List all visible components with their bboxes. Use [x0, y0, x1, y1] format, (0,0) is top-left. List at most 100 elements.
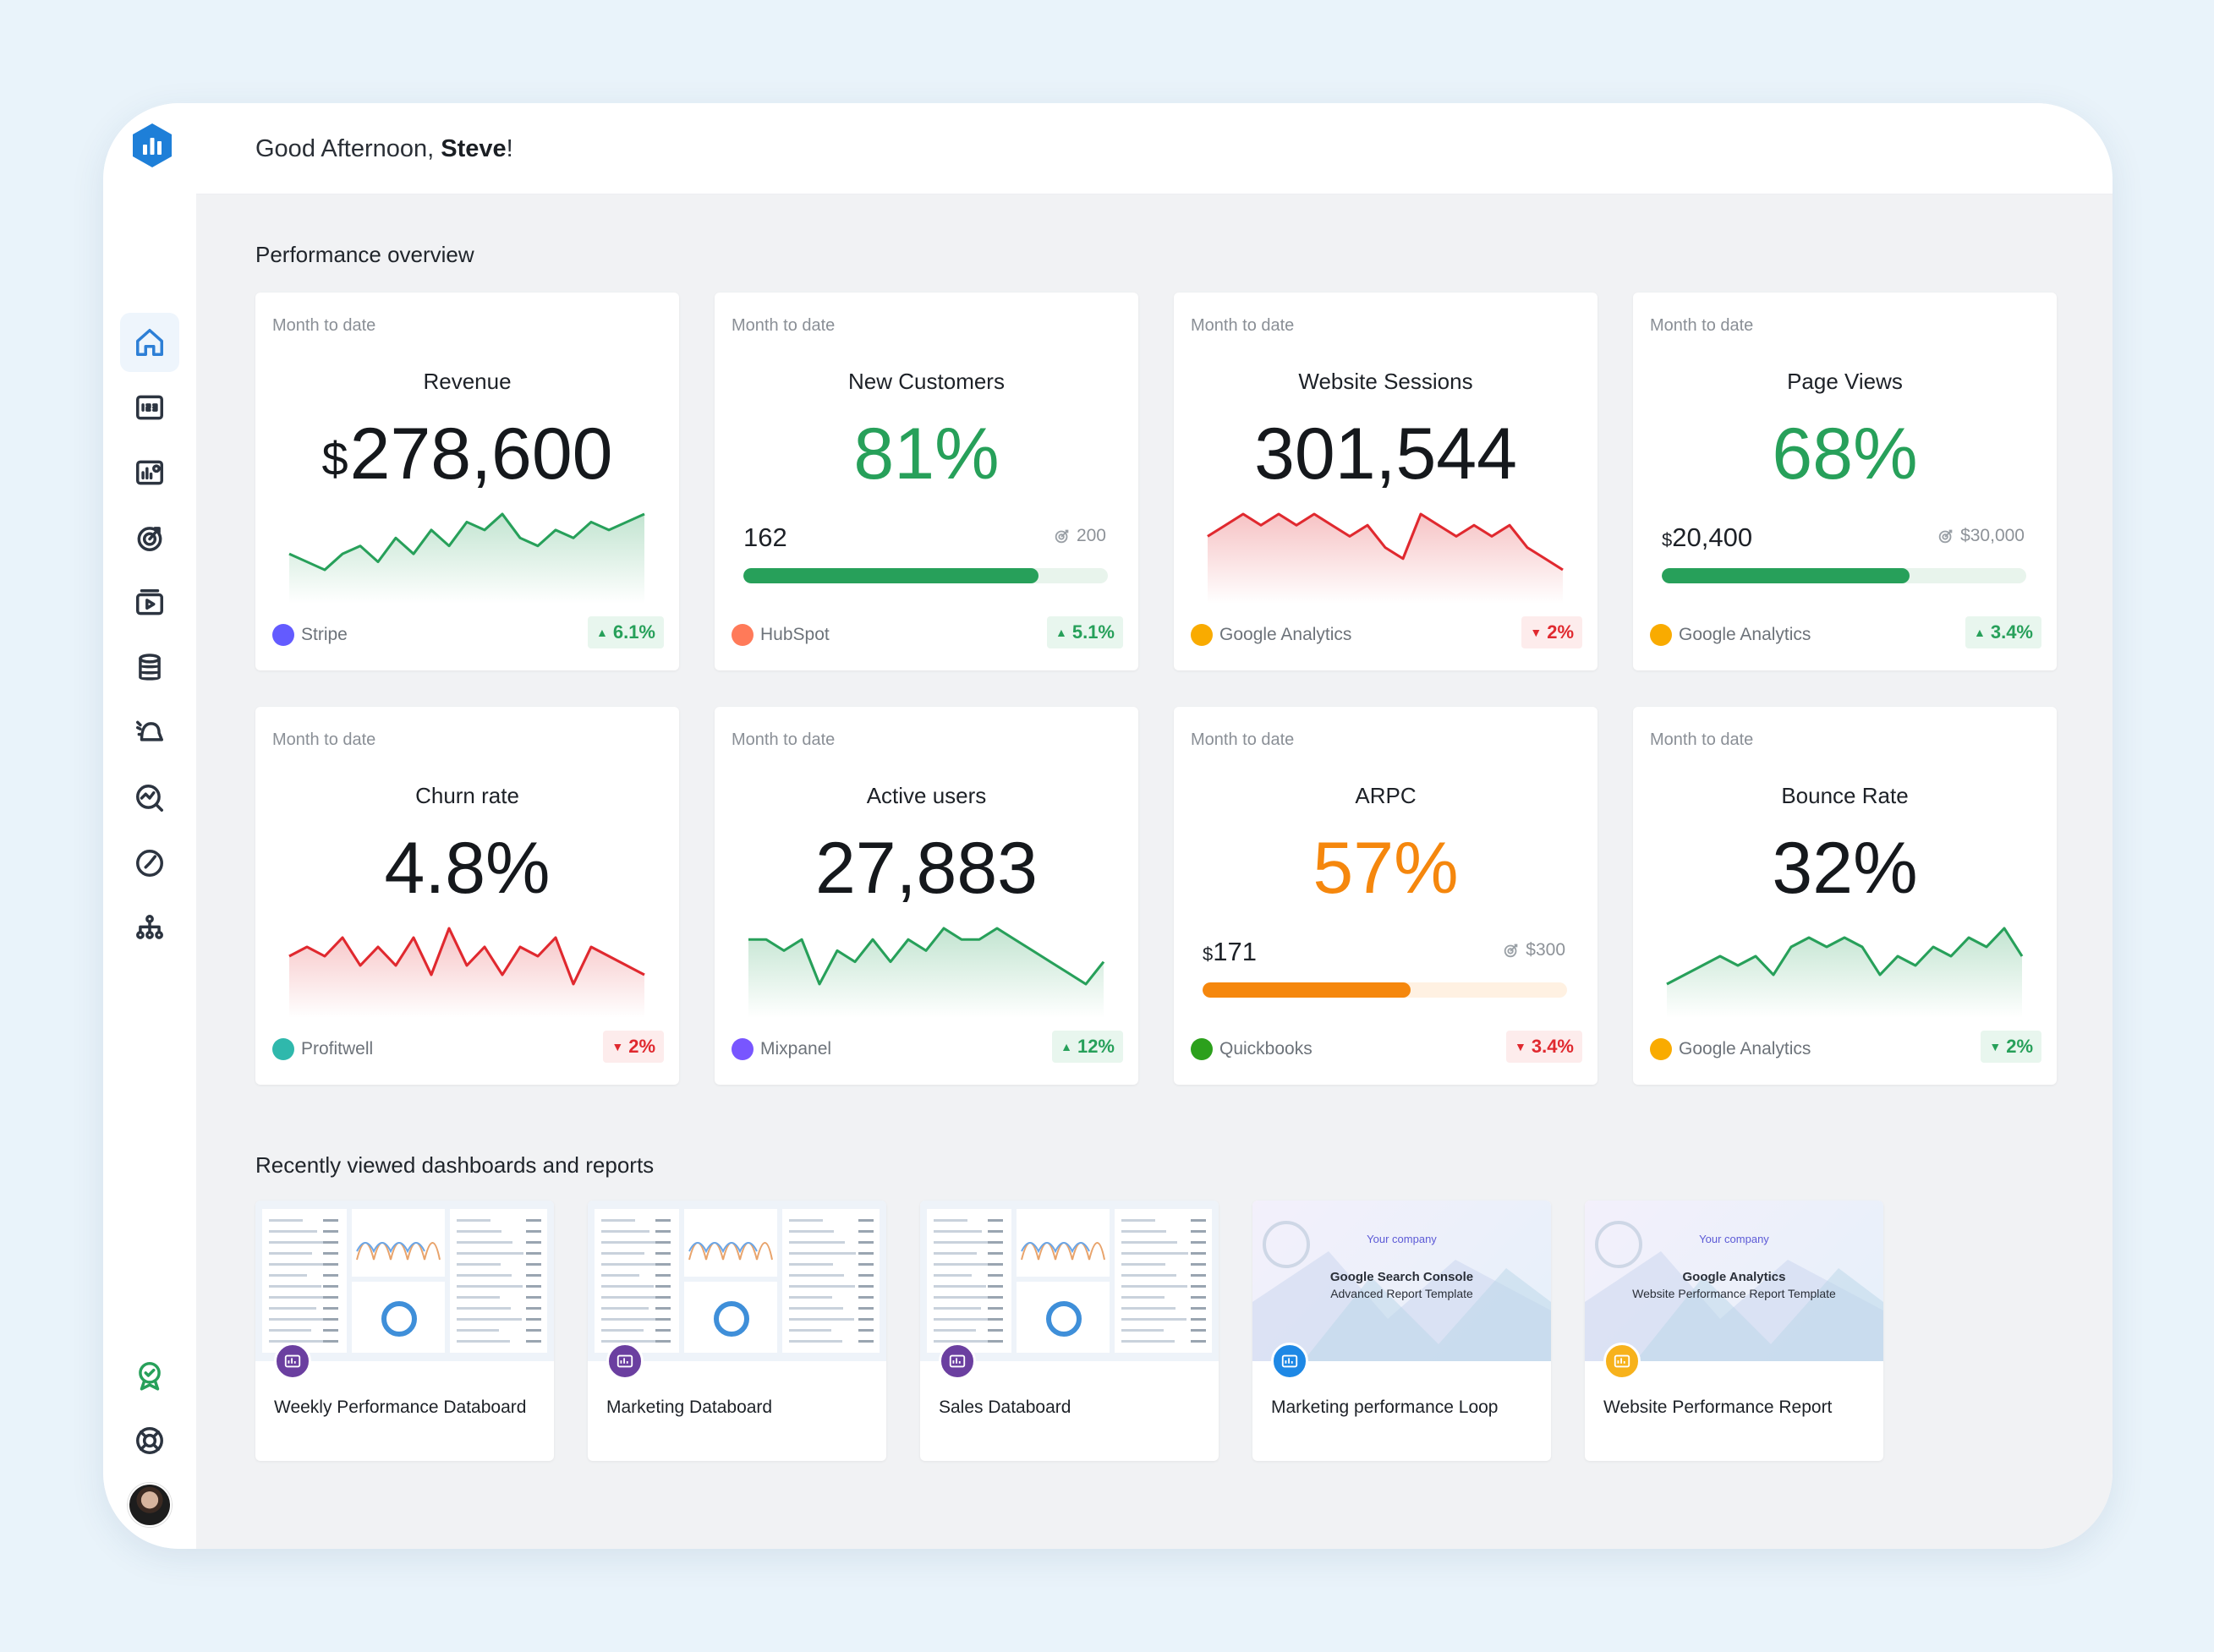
card-value: 57% [1174, 832, 1597, 905]
card-value: $278,600 [255, 418, 679, 490]
data-icon [139, 654, 161, 681]
sidebar-item-help[interactable] [120, 1411, 179, 1470]
report-thumbnail: Your company Google Analytics Website Pe… [1585, 1201, 1883, 1361]
recent-report-card[interactable]: Your company Google Analytics Website Pe… [1585, 1201, 1883, 1461]
sparkline-line [288, 512, 645, 572]
progress-currency: $ [1203, 944, 1214, 965]
kpi-card[interactable]: Month to date Website Sessions 301,544 Goog… [1174, 293, 1597, 670]
kpi-card[interactable]: Month to date Active users 27,883 Mixpanel ▲… [715, 707, 1138, 1085]
google-analytics-icon [1650, 624, 1672, 646]
arrow-up-icon: ▲ [1055, 626, 1067, 639]
progress-current: $171 [1203, 937, 1257, 967]
card-value: 32% [1633, 832, 2057, 905]
target-icon [1055, 529, 1069, 544]
progress-bar [1662, 568, 2026, 583]
card-value: 68% [1633, 418, 2057, 490]
thumbnail-subtitle: Advanced Report Template [1330, 1287, 1473, 1300]
dashboard-thumbnail [255, 1201, 554, 1361]
kpi-card[interactable]: Month to date New Customers 81% 162 200 HubSp… [715, 293, 1138, 670]
card-source-label: Google Analytics [1679, 1039, 1811, 1058]
change-value: 2% [2006, 1036, 2033, 1057]
progress-target-value: $300 [1526, 940, 1565, 960]
progress-target: $30,000 [1937, 526, 2025, 546]
change-badge: ▼ 3.4% [1505, 1031, 1582, 1063]
sparkline-chart [1666, 927, 2024, 1018]
kpi-card[interactable]: Month to date Churn rate 4.8% Profitwell ▼ 2% [255, 707, 679, 1085]
dashboard-thumbnail [920, 1201, 1219, 1361]
progress-target-value: 200 [1076, 526, 1106, 545]
performance-icon [136, 850, 163, 877]
card-title: Page Views [1787, 369, 1903, 394]
arrow-down-icon: ▼ [1514, 1040, 1526, 1053]
sparkline-line [748, 927, 1105, 986]
card-period: Month to date [732, 730, 836, 749]
sparkline-line [1207, 512, 1564, 572]
card-value: 301,544 [1174, 418, 1597, 490]
google-analytics-icon [1191, 624, 1213, 646]
card-source-label: Profitwell [301, 1039, 374, 1058]
report-name: Website Performance Report [1603, 1398, 1833, 1417]
alerts-icon [136, 720, 163, 741]
card-source-label: Stripe [301, 625, 348, 644]
performance-overview-title: Performance overview [255, 242, 474, 267]
progress-target-value: $30,000 [1960, 526, 2025, 545]
sidebar-item-home[interactable] [120, 313, 179, 372]
sidebar-item-goals[interactable] [120, 508, 179, 567]
progress-bar [743, 568, 1108, 583]
recent-report-card[interactable]: Sales Databoard [920, 1201, 1219, 1461]
greeting-prefix: Good Afternoon, [255, 135, 441, 162]
thumbnail-preview-image [920, 1201, 1219, 1361]
thumbnail-company: Your company [1699, 1233, 1769, 1245]
sidebar-item-reports[interactable] [120, 573, 179, 632]
recent-report-card[interactable]: Weekly Performance Databoard [255, 1201, 554, 1461]
change-value: 12% [1077, 1036, 1115, 1057]
arrow-up-icon: ▲ [595, 626, 608, 639]
report-name: Sales Databoard [939, 1398, 1071, 1417]
thumbnail-title: Google Analytics [1682, 1270, 1786, 1284]
arrow-down-icon: ▼ [611, 1040, 624, 1053]
sparkline-area [289, 514, 644, 604]
report-name: Marketing Databoard [606, 1398, 773, 1417]
card-period: Month to date [1191, 316, 1295, 335]
user-avatar[interactable] [128, 1483, 172, 1527]
change-badge: ▼ 2% [1981, 1031, 2041, 1063]
kpi-card[interactable]: Month to date Page Views 68% $20,400 $30,000… [1633, 293, 2057, 670]
arrow-down-icon: ▼ [1989, 1040, 2002, 1053]
help-icon [136, 1427, 163, 1454]
card-title: New Customers [848, 369, 1005, 394]
greeting-suffix: ! [506, 135, 513, 162]
main-content: Performance overview Month to date Revenu… [196, 194, 2113, 1549]
report-type-icon [1603, 1343, 1641, 1380]
dashboard-icon [136, 460, 163, 485]
badge-icon [139, 1362, 161, 1391]
databox-logo-icon[interactable] [129, 122, 176, 169]
thumbnail-company: Your company [1367, 1233, 1437, 1245]
sidebar-item-dashboards[interactable] [120, 443, 179, 502]
report-type-icon [939, 1343, 976, 1380]
card-source: Google Analytics [1650, 1038, 1811, 1060]
recent-report-card[interactable]: Your company Google Search Console Advan… [1252, 1201, 1551, 1461]
report-type-icon [274, 1343, 311, 1380]
sidebar [103, 103, 196, 1549]
thumbnail-subtitle: Website Performance Report Template [1632, 1287, 1836, 1300]
card-title: Website Sessions [1298, 369, 1473, 394]
kpi-card[interactable]: Month to date ARPC 57% $171 $300 Quickbooks ▼ 3… [1174, 707, 1597, 1085]
card-source: Google Analytics [1191, 624, 1351, 646]
kpi-card[interactable]: Month to date Bounce Rate 32% Google Analyt… [1633, 707, 2057, 1085]
card-value-number: 4.8% [384, 828, 551, 909]
profitwell-icon [272, 1038, 294, 1060]
sidebar-item-data[interactable] [120, 638, 179, 697]
sidebar-item-insights[interactable] [120, 769, 179, 828]
card-title: Active users [866, 783, 987, 808]
sidebar-item-rewards[interactable] [120, 1346, 179, 1405]
card-period: Month to date [732, 316, 836, 335]
sidebar-item-team[interactable] [120, 899, 179, 958]
sidebar-item-alerts[interactable] [120, 703, 179, 763]
sidebar-item-performance[interactable] [120, 834, 179, 893]
change-value: 3.4% [1990, 621, 2033, 643]
recent-report-card[interactable]: Marketing Databoard [588, 1201, 886, 1461]
target-icon [1938, 529, 1953, 544]
kpi-card[interactable]: Month to date Revenue $278,600 Stripe ▲ 6.1% [255, 293, 679, 670]
change-badge: ▼ 2% [603, 1031, 664, 1063]
sidebar-item-numbers[interactable] [120, 378, 179, 437]
